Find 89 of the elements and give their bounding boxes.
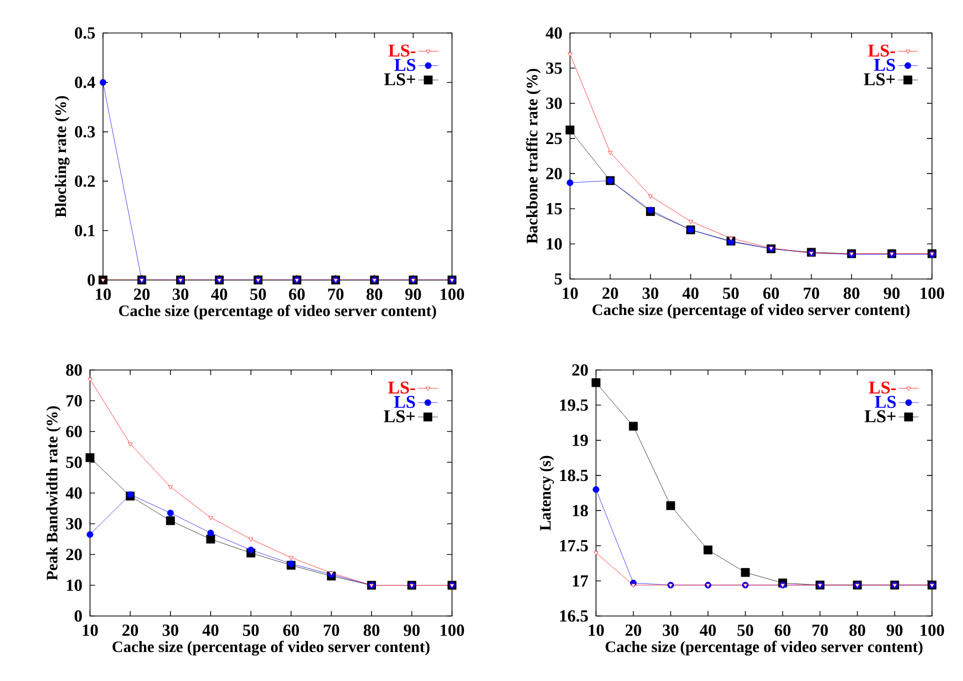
y-tick-label: 20 bbox=[546, 168, 562, 180]
x-tick-label: 70 bbox=[812, 624, 828, 636]
y-tick-label: 0.1 bbox=[74, 224, 95, 236]
x-axis-title: Cache size (percentage of video server content) bbox=[606, 640, 923, 656]
legend-label: LS- bbox=[868, 44, 896, 57]
y-tick-label: 50 bbox=[66, 456, 82, 468]
y-tick-label: 15 bbox=[546, 203, 562, 214]
y-tick-label: 30 bbox=[546, 98, 562, 110]
legend-label: LS bbox=[874, 58, 895, 71]
y-tick-label: 20 bbox=[572, 364, 588, 376]
y-tick-label: 10 bbox=[546, 238, 562, 250]
x-tick-label: 50 bbox=[723, 288, 739, 299]
x-axis-title: Cache size (percentage of video server content) bbox=[119, 304, 436, 320]
y-tick-label: 35 bbox=[546, 62, 562, 74]
x-tick-label: 40 bbox=[682, 288, 698, 299]
y-tick-label: 30 bbox=[66, 518, 82, 530]
y-tick-label: 17 bbox=[572, 575, 588, 586]
x-tick-label: 70 bbox=[328, 288, 344, 300]
y-axis-title: Latency (s) bbox=[540, 456, 554, 531]
y-tick-label: 25 bbox=[546, 132, 562, 144]
x-tick-label: 30 bbox=[662, 624, 678, 636]
legend-label: LS bbox=[874, 396, 896, 408]
x-tick-label: 20 bbox=[134, 288, 150, 300]
x-tick-label: 80 bbox=[844, 288, 860, 299]
y-axis-title: Blocking rate (%) bbox=[54, 96, 70, 218]
y-tick-label: 5 bbox=[554, 273, 562, 285]
x-tick-label: 100 bbox=[440, 624, 464, 636]
legend-label: LS bbox=[394, 396, 415, 408]
y-tick-label: 40 bbox=[66, 487, 82, 499]
x-axis-title: Cache size (percentage of video server content) bbox=[112, 640, 430, 656]
x-tick-label: 60 bbox=[774, 624, 790, 636]
y-axis-title: Backbone traffic rate (%) bbox=[526, 68, 541, 244]
y-tick-label: 0.3 bbox=[74, 126, 95, 138]
x-tick-label: 100 bbox=[440, 288, 464, 300]
x-tick-label: 100 bbox=[920, 288, 944, 299]
x-tick-label: 100 bbox=[920, 624, 944, 636]
y-tick-label: 0 bbox=[88, 274, 95, 286]
x-tick-label: 80 bbox=[364, 624, 380, 636]
y-tick-label: 16.5 bbox=[560, 610, 588, 622]
y-tick-label: 20 bbox=[66, 548, 82, 560]
y-tick-label: 0.4 bbox=[74, 76, 96, 88]
y-tick-label: 80 bbox=[66, 364, 82, 376]
y-tick-label: 70 bbox=[66, 395, 82, 406]
x-axis-title: Cache size (percentage of video server content) bbox=[592, 304, 910, 319]
y-tick-label: 0.2 bbox=[74, 175, 95, 187]
x-tick-label: 90 bbox=[886, 624, 902, 636]
legend-label: LS- bbox=[868, 382, 896, 394]
y-tick-label: 17.5 bbox=[560, 540, 588, 552]
y-tick-label: 0.5 bbox=[74, 27, 95, 39]
legend-label: LS+ bbox=[864, 73, 895, 86]
x-tick-label: 50 bbox=[250, 288, 266, 300]
x-tick-label: 60 bbox=[283, 624, 299, 636]
y-tick-label: 18 bbox=[572, 504, 588, 516]
x-tick-label: 60 bbox=[288, 288, 305, 300]
x-tick-label: 30 bbox=[172, 288, 188, 300]
x-tick-label: 20 bbox=[122, 624, 138, 636]
x-tick-label: 80 bbox=[366, 288, 382, 300]
x-tick-label: 20 bbox=[602, 288, 618, 299]
legend-label: LS- bbox=[388, 382, 416, 394]
x-tick-label: 70 bbox=[324, 624, 340, 636]
y-tick-label: 0 bbox=[74, 610, 82, 622]
legend-label: LS bbox=[394, 58, 416, 71]
y-tick-label: 19 bbox=[572, 434, 588, 446]
x-tick-label: 10 bbox=[588, 624, 604, 636]
x-tick-label: 90 bbox=[404, 624, 420, 636]
x-tick-label: 80 bbox=[849, 624, 866, 636]
x-tick-label: 60 bbox=[763, 288, 779, 299]
y-tick-label: 19.5 bbox=[560, 399, 588, 411]
y-tick-label: 60 bbox=[66, 426, 82, 438]
x-tick-label: 50 bbox=[738, 624, 754, 636]
x-tick-label: 40 bbox=[211, 288, 228, 300]
y-tick-label: 40 bbox=[546, 27, 562, 39]
legend-label: LS+ bbox=[384, 73, 416, 86]
legend-label: LS+ bbox=[384, 410, 415, 422]
y-tick-label: 10 bbox=[66, 580, 82, 591]
legend-label: LS+ bbox=[864, 410, 896, 422]
legend-label: LS- bbox=[388, 44, 416, 57]
x-tick-label: 10 bbox=[96, 288, 111, 300]
x-tick-label: 30 bbox=[642, 288, 658, 299]
x-tick-label: 90 bbox=[884, 288, 900, 299]
x-tick-label: 30 bbox=[162, 624, 178, 636]
x-tick-label: 70 bbox=[804, 288, 820, 299]
x-tick-label: 40 bbox=[700, 624, 716, 636]
y-tick-label: 18.5 bbox=[560, 470, 588, 482]
x-tick-label: 90 bbox=[405, 288, 422, 300]
x-tick-label: 50 bbox=[243, 624, 259, 636]
x-tick-label: 20 bbox=[626, 624, 642, 636]
y-axis-title: Peak Bandwidth rate (%) bbox=[46, 406, 61, 580]
x-tick-label: 40 bbox=[202, 624, 218, 636]
